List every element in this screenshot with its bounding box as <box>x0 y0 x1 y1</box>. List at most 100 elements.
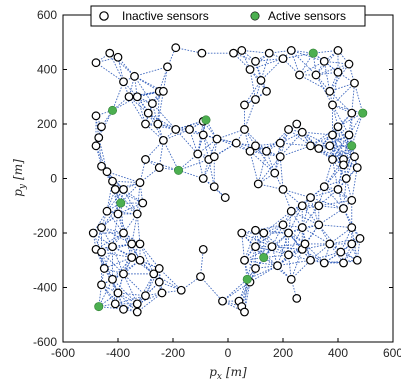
edge-line <box>301 227 311 261</box>
inactive-sensor-marker <box>286 206 296 216</box>
edge-line <box>343 208 361 239</box>
x-axis-label: px [m] <box>209 365 247 381</box>
inactive-sensor-marker <box>240 100 249 110</box>
edge-line <box>222 281 251 302</box>
edge-line <box>145 268 160 296</box>
edge-line <box>157 91 160 125</box>
edge-line <box>263 246 273 258</box>
inactive-sensor-marker <box>297 223 307 232</box>
edge-line <box>114 189 138 215</box>
inactive-sensor-marker <box>251 141 260 151</box>
edge-line <box>249 69 256 100</box>
inactive-sensor-marker <box>154 163 164 173</box>
edge-line <box>282 224 303 250</box>
edge-line <box>244 99 256 130</box>
edge-line <box>131 213 138 244</box>
inactive-sensor-marker <box>108 176 117 186</box>
inactive-sensor-marker <box>119 77 128 87</box>
edge-line <box>157 91 164 125</box>
inactive-sensor-marker <box>154 277 164 287</box>
inactive-sensor-marker <box>141 155 150 164</box>
inactive-sensor-marker <box>286 274 296 284</box>
edge-line <box>246 257 265 280</box>
edge-line <box>340 227 353 253</box>
inactive-sensor-marker <box>314 220 324 230</box>
edge-line <box>175 47 202 54</box>
edge-line <box>106 210 124 234</box>
inactive-sensor-marker <box>284 250 293 260</box>
inactive-sensor-marker <box>127 239 137 249</box>
inactive-sensor-marker <box>110 184 120 194</box>
edge-line <box>332 134 344 166</box>
edge-line <box>134 66 168 77</box>
inactive-sensor-marker <box>278 220 288 230</box>
edge-line <box>315 74 333 106</box>
inactive-sensor-marker <box>319 258 329 268</box>
inactive-sensor-marker <box>220 193 230 202</box>
edge-line <box>290 259 311 280</box>
inactive-sensor-marker <box>94 133 104 143</box>
edge-line <box>332 104 363 114</box>
inactive-sensor-marker <box>251 95 260 104</box>
edge-line <box>318 148 344 160</box>
inactive-sensor-marker <box>124 92 134 102</box>
inactive-sensor-marker <box>336 247 346 257</box>
edge-line <box>123 232 133 245</box>
active-sensor-marker <box>201 115 211 125</box>
inactive-sensor-marker <box>237 228 247 238</box>
y-axis-label: py [m] <box>11 159 28 197</box>
edge-line <box>112 246 124 275</box>
edge-line <box>329 238 361 245</box>
inactive-sensor-marker <box>311 70 321 80</box>
inactive-sensor-marker <box>141 119 150 129</box>
edge-line <box>249 69 267 92</box>
edge-line <box>343 259 358 264</box>
inactive-sensor-marker <box>198 174 208 183</box>
inactive-sensor-marker <box>245 146 255 156</box>
edge-line <box>279 131 303 158</box>
edge-line <box>123 308 138 313</box>
edge-line <box>288 129 311 147</box>
inactive-sensor-marker <box>306 255 315 265</box>
edge-line <box>131 257 155 275</box>
y-ticks <box>63 14 393 343</box>
edge-line <box>279 156 284 190</box>
edge-line <box>216 129 245 140</box>
inactive-sensor-marker <box>91 111 101 121</box>
inactive-sensor-marker <box>99 264 109 273</box>
edge-line <box>282 52 314 60</box>
inactive-sensor-marker <box>347 223 357 232</box>
edge-line <box>244 129 267 152</box>
edge-line <box>310 259 325 264</box>
active-sensor-marker <box>242 274 252 284</box>
inactive-sensor-marker <box>196 272 205 282</box>
inactive-sensor-marker <box>171 125 181 134</box>
edge-line <box>318 126 339 149</box>
edge-line <box>337 126 344 160</box>
edge-line <box>282 224 306 245</box>
inactive-sensor-marker <box>97 247 106 257</box>
legend-inactive-marker <box>99 11 109 21</box>
inactive-sensor-marker <box>91 58 101 68</box>
edge-line <box>101 232 124 253</box>
inactive-sensor-marker <box>209 152 219 162</box>
inactive-sensor-marker <box>132 209 142 219</box>
edge-line <box>280 142 311 147</box>
inactive-sensor-marker <box>198 130 208 140</box>
inactive-sensor-marker <box>306 141 315 151</box>
inactive-sensor-marker <box>209 182 219 192</box>
edge-line <box>241 232 245 261</box>
y-tick-label: 400 <box>37 63 57 77</box>
inactive-sensor-marker <box>97 161 106 171</box>
inactive-sensor-marker <box>91 141 101 151</box>
inactive-sensor-marker <box>245 65 255 74</box>
edge-line <box>112 259 141 280</box>
edge-line <box>200 249 204 277</box>
inactive-sensor-marker <box>341 174 351 183</box>
inactive-sensor-marker <box>193 149 203 159</box>
edge-line <box>139 259 160 283</box>
edge-line <box>255 145 276 174</box>
edge-line <box>246 268 256 280</box>
inactive-sensor-marker <box>333 184 343 194</box>
edge-line <box>175 119 207 130</box>
